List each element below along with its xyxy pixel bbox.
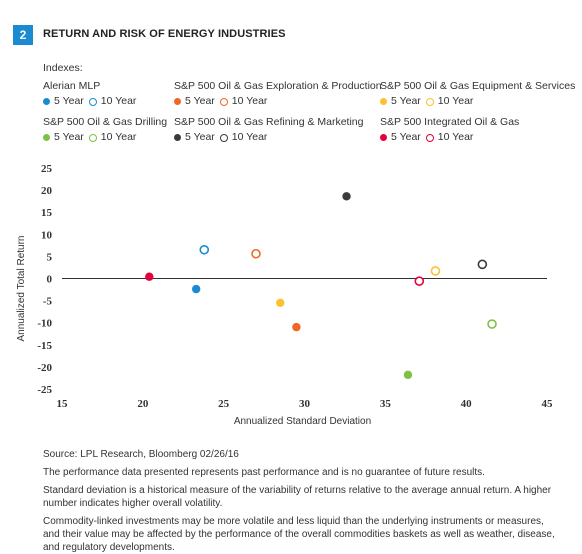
series-3-5-year-point <box>403 370 413 380</box>
legend-item-alerian-mlp: Alerian MLP 5 Year 10 Year <box>43 80 136 107</box>
legend-marker-5-year <box>380 97 387 105</box>
series-5-10-year-point <box>414 276 425 286</box>
legend-heading: Indexes: <box>43 62 83 74</box>
legend-marker-10-year <box>219 133 228 142</box>
legend-5-year-label: 5 Year <box>391 131 421 143</box>
legend-10-year-label: 10 Year <box>437 95 474 107</box>
y-tick-label: -10 <box>37 318 52 330</box>
legend-item-label: S&P 500 Oil & Gas Equipment & Services <box>380 80 576 92</box>
legend-item-label: S&P 500 Oil & Gas Drilling <box>43 116 168 128</box>
x-tick-label: 35 <box>380 398 392 410</box>
series-1-5-year-point <box>292 322 301 332</box>
series-0-5-year-point <box>191 284 201 294</box>
legend-marker-5-year <box>43 97 50 105</box>
disclaimer-commodities: Commodity-linked investments may be more… <box>43 516 555 553</box>
legend-10-year-label: 10 Year <box>231 131 268 143</box>
series-5-5-year-point <box>145 272 154 281</box>
series-4-5-year-point <box>342 192 351 201</box>
figure-number-badge: 2 <box>13 25 33 45</box>
legend-marker-10-year <box>219 97 228 106</box>
chart-title: RETURN AND RISK OF ENERGY INDUSTRIES <box>43 28 286 40</box>
legend-item-equipment-services: S&P 500 Oil & Gas Equipment & Services 5… <box>380 80 575 107</box>
x-axis-label: Annualized Standard Deviation <box>234 416 371 427</box>
legend-item-integrated: S&P 500 Integrated Oil & Gas 5 Year 10 Ye… <box>380 116 519 143</box>
legend-item-label: Alerian MLP <box>43 80 101 92</box>
legend-10-year-label: 10 Year <box>100 95 137 107</box>
legend-item-exploration-production: S&P 500 Oil & Gas Exploration & Producti… <box>174 80 382 107</box>
legend-item-label: S&P 500 Oil & Gas Exploration & Producti… <box>174 80 382 92</box>
legend-marker-10-year <box>425 133 434 142</box>
legend-marker-5-year <box>380 133 387 141</box>
y-tick-label: 5 <box>47 251 53 263</box>
series-2-10-year-point <box>430 266 441 276</box>
x-tick-label: 15 <box>57 398 69 410</box>
series-4-10-year-point <box>477 259 488 270</box>
legend-item-drilling: S&P 500 Oil & Gas Drilling 5 Year 10 Year <box>43 116 167 143</box>
series-2-5-year-point <box>276 298 285 308</box>
legend-5-year-label: 5 Year <box>54 95 84 107</box>
y-tick-label: -15 <box>37 340 52 352</box>
series-0-10-year-point <box>199 244 210 255</box>
legend-marker-10-year <box>88 97 97 106</box>
legend-10-year-label: 10 Year <box>231 95 268 107</box>
legend-5-year-label: 5 Year <box>185 131 215 143</box>
legend-item-label: S&P 500 Integrated Oil & Gas <box>380 116 520 128</box>
disclaimer-past-performance: The performance data presented represent… <box>43 467 485 478</box>
series-1-10-year-point <box>251 248 261 259</box>
y-tick-label: -25 <box>37 384 52 396</box>
x-tick-label: 25 <box>218 398 230 410</box>
x-tick-label: 30 <box>299 398 311 410</box>
series-3-10-year-point <box>487 319 497 329</box>
x-tick-label: 40 <box>461 398 473 410</box>
legend-item-refining-marketing: S&P 500 Oil & Gas Refining & Marketing 5… <box>174 116 363 143</box>
y-axis-label: Annualized Total Return <box>16 236 27 342</box>
x-axis-ticks: 15 20 25 30 35 40 45 <box>57 398 554 410</box>
legend-item-label: S&P 500 Oil & Gas Refining & Marketing <box>174 116 364 128</box>
data-points <box>145 192 497 380</box>
y-tick-label: 0 <box>47 274 53 286</box>
y-tick-label: -5 <box>43 296 53 308</box>
source-note: Source: LPL Research, Bloomberg 02/26/16 <box>43 449 239 460</box>
legend-10-year-label: 10 Year <box>437 131 474 143</box>
y-axis-ticks: 25 20 15 10 5 0 -5 -10 -15 -20 -25 <box>37 163 52 396</box>
y-tick-label: -20 <box>37 362 52 374</box>
y-tick-label: 15 <box>41 207 53 219</box>
disclaimer-standard-deviation: Standard deviation is a historical measu… <box>43 485 552 509</box>
x-tick-label: 45 <box>542 398 554 410</box>
legend-10-year-label: 10 Year <box>100 131 137 143</box>
legend-marker-5-year <box>174 97 181 105</box>
legend-marker-10-year <box>425 97 434 106</box>
legend-marker-5-year <box>174 133 181 141</box>
y-tick-label: 25 <box>41 163 53 175</box>
legend-5-year-label: 5 Year <box>54 131 84 143</box>
legend-5-year-label: 5 Year <box>391 95 421 107</box>
legend-marker-10-year <box>88 133 97 142</box>
legend-marker-5-year <box>43 133 50 141</box>
y-tick-label: 10 <box>41 229 53 241</box>
x-tick-label: 20 <box>137 398 149 410</box>
legend-5-year-label: 5 Year <box>185 95 215 107</box>
y-tick-label: 20 <box>41 185 53 197</box>
